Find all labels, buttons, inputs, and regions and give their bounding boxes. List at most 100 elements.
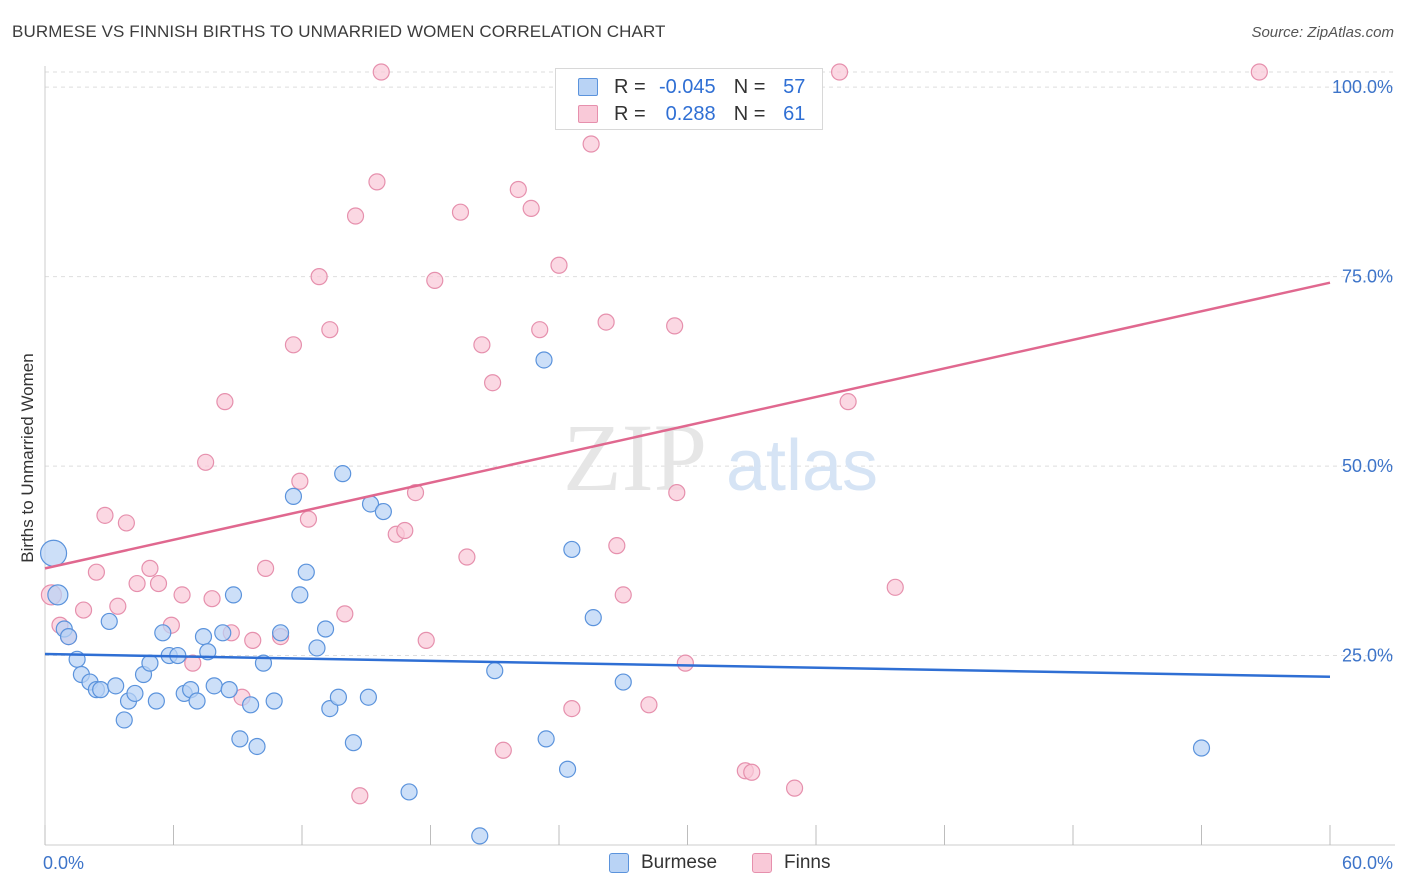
finns-point <box>299 510 318 528</box>
burmese-point <box>344 734 362 752</box>
burmese-point <box>471 827 489 845</box>
finns-point <box>668 484 686 502</box>
burmese-point <box>39 539 68 567</box>
burmese-trend-line <box>44 652 1331 679</box>
burmese-point <box>486 662 504 680</box>
source-label: Source: ZipAtlas.com <box>1251 24 1394 41</box>
finns-point <box>256 559 275 577</box>
burmese-point <box>284 487 303 505</box>
burmese-point <box>614 673 632 691</box>
finns-point <box>839 393 857 411</box>
burmese-point <box>271 624 290 642</box>
finns-point <box>109 597 127 615</box>
r-label: R = <box>614 102 646 125</box>
burmese-point <box>374 502 392 521</box>
burmese-point <box>359 688 377 706</box>
finns-point <box>406 484 425 502</box>
finns-point <box>676 654 694 672</box>
burmese-point <box>297 563 315 581</box>
finns-point <box>785 779 804 797</box>
finns-point <box>597 313 615 331</box>
burmese-point <box>329 688 348 706</box>
y-tick-label: 25.0% <box>1342 646 1393 666</box>
finns-point <box>451 203 470 221</box>
finns-point <box>372 63 390 81</box>
gridlines <box>45 71 1395 657</box>
burmese-point <box>316 620 335 638</box>
finns-point <box>484 374 502 392</box>
burmese-point <box>563 540 581 559</box>
finns-point <box>346 207 365 225</box>
finns-point <box>666 317 684 335</box>
finns-point <box>830 63 849 81</box>
finns-point <box>197 453 215 471</box>
x-tick-label-end: 60.0% <box>1342 853 1393 873</box>
finns-point <box>87 563 106 581</box>
burmese-point <box>242 696 260 714</box>
finns-point <box>417 631 435 649</box>
burmese-point <box>224 586 243 604</box>
finns-point <box>582 135 600 153</box>
burmese-point <box>535 351 553 369</box>
y-tick-label: 50.0% <box>1342 456 1393 476</box>
y-axis-label: Births to Unmarried Women <box>18 353 37 563</box>
finns-point <box>473 336 491 354</box>
watermark: ZIP atlas <box>563 404 878 511</box>
burmese-point <box>47 584 69 606</box>
n-label: N = <box>733 75 766 98</box>
legend-finns-label: Finns <box>784 852 831 873</box>
burmese-point <box>188 692 206 710</box>
watermark-zip: ZIP <box>563 404 707 511</box>
finns-point <box>203 590 221 608</box>
finns-point <box>426 271 444 290</box>
finns-point <box>886 578 904 596</box>
finns-point <box>563 699 581 718</box>
legend-burmese-label: Burmese <box>641 852 718 873</box>
burmese-point <box>248 737 266 756</box>
finns-point <box>522 199 540 218</box>
finns-point <box>368 173 386 191</box>
finns-point <box>321 321 339 339</box>
y-tick-label: 75.0% <box>1342 267 1393 287</box>
finns-point <box>284 336 303 354</box>
n-value: 61 <box>783 102 806 125</box>
finns-point <box>96 506 114 524</box>
finns-swatch <box>578 105 598 123</box>
finns-point <box>531 321 549 339</box>
finns-point <box>396 521 414 540</box>
finns-point <box>291 472 309 490</box>
burmese-point <box>115 711 133 729</box>
burmese-point <box>291 586 309 604</box>
n-label: N = <box>733 102 766 125</box>
finns-point <box>640 696 658 714</box>
finns-trend-line <box>44 281 1331 570</box>
finns-point <box>244 631 262 649</box>
burmese-point <box>126 684 144 703</box>
burmese-point <box>194 627 213 646</box>
finns-point <box>310 268 328 286</box>
burmese-point <box>537 730 555 748</box>
burmese-point <box>92 681 110 699</box>
finns-point <box>184 654 202 672</box>
legend-item-finns: Finns <box>752 852 830 874</box>
finns-point <box>608 537 626 555</box>
burmese-swatch <box>609 853 629 873</box>
chart-title: BURMESE VS FINNISH BIRTHS TO UNMARRIED W… <box>12 22 666 41</box>
r-value: 0.288 <box>665 102 716 125</box>
finns-point <box>458 548 476 566</box>
finns-point <box>128 574 146 593</box>
finns-point <box>216 393 234 411</box>
burmese-point <box>141 654 159 672</box>
burmese-point <box>334 465 352 483</box>
r-value: -0.045 <box>658 75 716 98</box>
burmese-point <box>584 609 602 627</box>
correlation-legend: R = -0.045 N = 57 R = 0.288 N = 61 <box>555 68 823 130</box>
burmese-point <box>321 699 339 718</box>
burmese-point <box>400 783 418 801</box>
watermark-atlas: atlas <box>726 426 878 506</box>
burmese-point <box>231 730 249 748</box>
finns-swatch <box>752 853 772 873</box>
y-tick-label: 100.0% <box>1332 77 1393 97</box>
finns-point <box>1250 63 1268 81</box>
